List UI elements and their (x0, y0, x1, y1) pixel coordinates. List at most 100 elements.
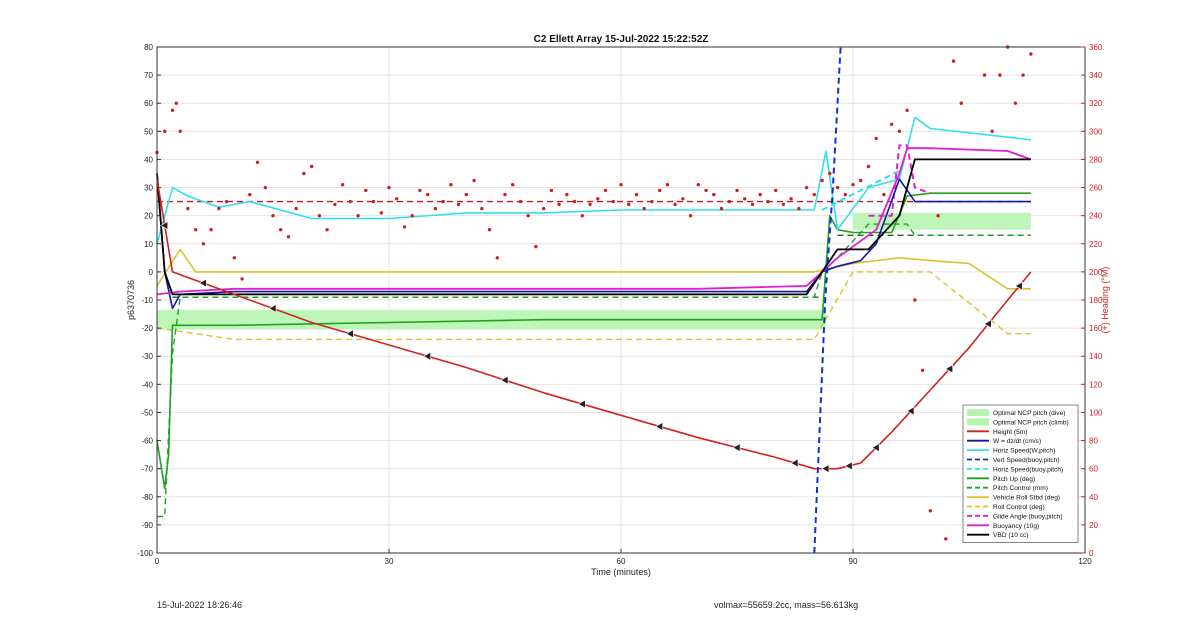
band-optimal-dive (157, 309, 826, 330)
heading-point (681, 197, 685, 201)
y2-tick-label: 60 (1089, 465, 1098, 474)
y-tick-label: -20 (141, 324, 153, 333)
y2-tick-label: 160 (1089, 324, 1103, 333)
heading-point (905, 108, 909, 113)
heading-point (874, 136, 878, 141)
heading-point (325, 228, 329, 232)
heading-point (851, 183, 855, 187)
heading-point (565, 192, 569, 197)
heading-point (402, 225, 407, 229)
heading-point (317, 214, 322, 218)
y-tick-label: -40 (141, 380, 153, 389)
heading-point (433, 206, 438, 211)
heading-point (596, 197, 600, 201)
legend-label: Optimal NCP pitch (climb) (993, 419, 1069, 426)
series-horiz-speed-w-pitch (156, 116, 1031, 245)
y2-axis-label: (+) Heading (°M) (1100, 267, 1110, 334)
heading-point (310, 164, 314, 169)
heading-point (263, 185, 267, 190)
y-tick-label: 70 (144, 71, 153, 80)
series-pitch-up-deg (156, 192, 1031, 490)
y2-tick-label: 340 (1089, 71, 1103, 80)
heading-point (348, 199, 352, 204)
footer-volmax-mass: volmax=55659.2cc, mass=56.613kg (714, 600, 859, 610)
heading-point (743, 197, 747, 201)
y-tick-label: 80 (144, 43, 153, 52)
x-tick-label: 120 (1078, 557, 1092, 566)
y2-tick-label: 360 (1089, 43, 1103, 52)
heading-point (928, 509, 932, 513)
heading-point (642, 206, 646, 211)
legend-label: Glide Angle (buoy,pitch) (993, 513, 1063, 520)
heading-point (472, 178, 476, 183)
heading-point (634, 192, 639, 197)
legend-label: Optimal NCP pitch (dive) (993, 410, 1065, 417)
legend-label: Vehicle Roll Stbd (deg) (993, 495, 1060, 502)
heading-point (820, 178, 824, 183)
heading-point (426, 192, 430, 197)
y2-tick-label: 200 (1089, 268, 1103, 277)
heading-point (240, 277, 244, 281)
heading-point (224, 199, 229, 204)
heading-point (913, 298, 917, 302)
y2-tick-label: 140 (1089, 352, 1103, 361)
heading-point (232, 256, 236, 260)
height-marker (268, 303, 277, 313)
legend-label: Vert Speed(buoy,pitch) (993, 457, 1060, 464)
y-tick-label: -100 (137, 549, 154, 558)
heading-point (959, 101, 963, 105)
y2-tick-label: 100 (1089, 408, 1103, 417)
heading-point (410, 214, 414, 218)
heading-point (990, 129, 994, 133)
y-tick-label: 30 (144, 184, 153, 193)
series-horiz-speed-buoy-pitch (821, 169, 900, 211)
heading-point (859, 178, 863, 183)
heading-point (340, 183, 345, 187)
y2-tick-label: 40 (1089, 493, 1098, 502)
legend-label: Buoyancy (10g) (993, 523, 1039, 530)
heading-point (279, 228, 283, 232)
height-marker (871, 443, 880, 453)
legend-swatch-band (967, 418, 989, 426)
heading-point (1029, 52, 1033, 56)
heading-point (534, 244, 538, 249)
legend-label: Horiz Speed(buoy,pitch) (993, 466, 1063, 473)
chart-title: C2 Ellett Array 15-Jul-2022 15:22:52Z (534, 34, 709, 45)
heading-point (209, 228, 213, 232)
heading-point (766, 199, 770, 204)
y-tick-label: -90 (141, 521, 153, 530)
height-marker (844, 461, 853, 471)
height-marker (577, 399, 586, 409)
x-axis-label: Time (minutes) (591, 567, 651, 577)
heading-point (557, 202, 561, 207)
legend-label: Roll Control (deg) (993, 504, 1045, 511)
heading-point (704, 188, 708, 193)
height-marker (821, 464, 830, 474)
x-tick-label: 0 (155, 557, 160, 566)
y2-tick-label: 220 (1089, 240, 1103, 249)
heading-point (797, 206, 801, 211)
heading-point (758, 192, 762, 197)
y-tick-label: 10 (144, 240, 153, 249)
heading-point (835, 185, 840, 190)
y-tick-label: 40 (144, 155, 153, 164)
heading-point (982, 73, 987, 77)
heading-point (286, 235, 291, 239)
y-tick-label: -30 (141, 352, 153, 361)
heading-point (897, 129, 902, 133)
heading-point (379, 211, 383, 215)
heading-point (480, 206, 484, 211)
heading-point (727, 199, 731, 204)
height-marker (906, 406, 915, 416)
heading-point (174, 101, 178, 105)
heading-point (998, 73, 1002, 77)
series-w-dz-dt-cm-s (156, 173, 1031, 310)
heading-point (688, 214, 693, 218)
heading-point (611, 199, 615, 204)
heading-point (627, 202, 631, 207)
heading-point (217, 206, 221, 211)
height-marker (160, 220, 169, 231)
series-vehicle-roll-stbd-deg (156, 248, 1031, 290)
heading-point (719, 206, 724, 211)
legend-label: Pitch Up (deg) (993, 476, 1035, 483)
